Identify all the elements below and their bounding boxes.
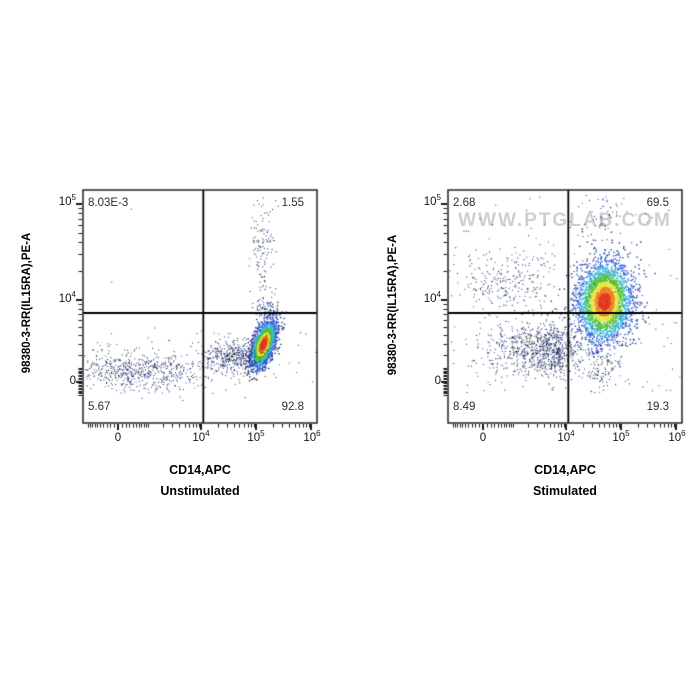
- y-tick-1e4-unstimulated: 104: [58, 290, 76, 305]
- x-axis-label-stimulated: CD14,APC: [534, 463, 596, 477]
- y-tick-1e5-stimulated: 105: [423, 193, 441, 208]
- quadrant-stat-top-right-unstimulated: 1.55: [281, 197, 304, 209]
- condition-label-unstimulated: Unstimulated: [160, 484, 240, 498]
- x-tick-1e4-unstimulated: 104: [192, 429, 210, 444]
- y-tick-1e5-unstimulated: 105: [58, 193, 76, 208]
- x-tick-1e6-stimulated: 106: [668, 429, 686, 444]
- quadrant-stat-bottom-left-unstimulated: 5.67: [88, 401, 111, 413]
- quadrant-stat-top-right-stimulated: 69.5: [646, 197, 669, 209]
- x-tick-1e5-stimulated: 105: [612, 429, 630, 444]
- x-tick-1e5-unstimulated: 105: [247, 429, 265, 444]
- y-tick-0-stimulated: 0: [434, 375, 441, 387]
- x-axis-label-unstimulated: CD14,APC: [169, 463, 231, 477]
- quadrant-stat-top-left-unstimulated: 8.03E-3: [88, 197, 129, 209]
- x-tick-1e6-unstimulated: 106: [303, 429, 321, 444]
- quadrant-stat-bottom-right-unstimulated: 92.8: [281, 401, 304, 413]
- x-tick-1e4-stimulated: 104: [557, 429, 575, 444]
- plot-area-unstimulated: [83, 190, 317, 423]
- condition-label-stimulated: Stimulated: [533, 484, 597, 498]
- y-axis-label-unstimulated: 98380-3-RR(IL15RA),PE-A: [21, 232, 33, 374]
- quadrant-stat-bottom-right-stimulated: 19.3: [646, 401, 669, 413]
- quadrant-stat-bottom-left-stimulated: 8.49: [453, 401, 476, 413]
- y-axis-label-stimulated: 98380-3-RR(IL15RA),PE-A: [387, 234, 399, 376]
- y-tick-1e4-stimulated: 104: [423, 290, 441, 305]
- x-tick-0-unstimulated: 0: [114, 432, 122, 444]
- x-tick-0-stimulated: 0: [479, 432, 487, 444]
- y-tick-0-unstimulated: 0: [69, 375, 76, 387]
- plot-area-stimulated: [448, 190, 682, 423]
- quadrant-stat-top-left-stimulated: 2.68: [453, 197, 476, 209]
